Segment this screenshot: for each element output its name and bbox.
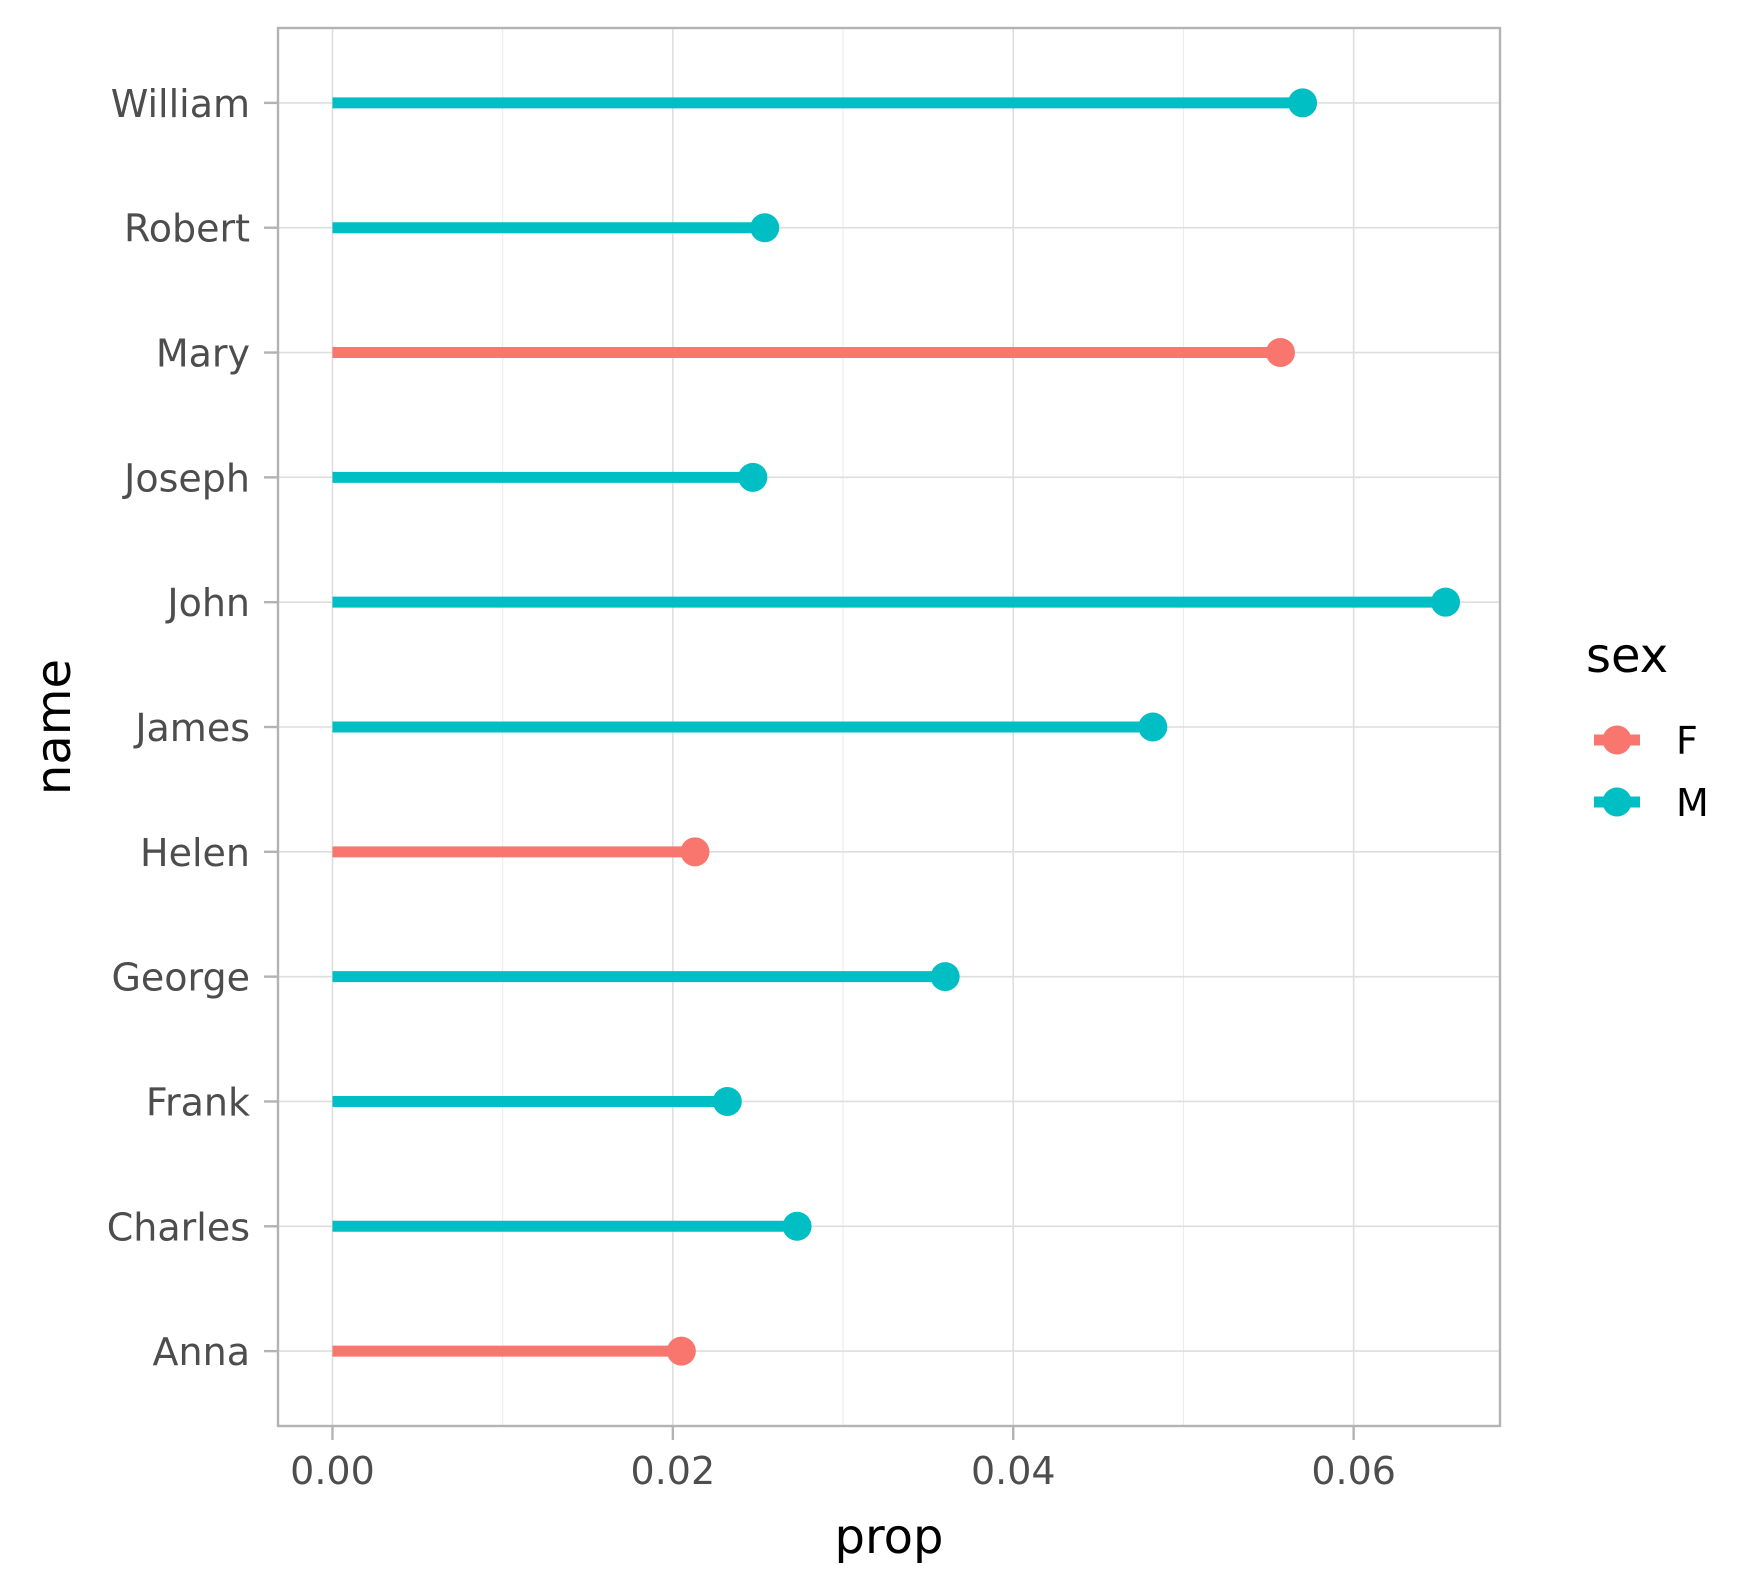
lollipop-point-helen — [680, 837, 710, 867]
lollipop-point-william — [1288, 88, 1318, 118]
y-tick-label: Joseph — [122, 456, 250, 500]
y-tick-label: Mary — [156, 332, 250, 376]
y-tick-label: John — [165, 581, 250, 625]
legend-label-f: F — [1676, 719, 1698, 763]
lollipop-point-john — [1431, 587, 1461, 617]
y-tick-label: William — [111, 82, 250, 126]
x-tick-label: 0.02 — [631, 1449, 716, 1493]
y-tick-label: Charles — [107, 1205, 250, 1249]
axes: William Robert Mary Joseph John James Helen Geo… — [107, 82, 1396, 1493]
x-axis-title: prop — [835, 1509, 944, 1565]
legend-key-point-f — [1602, 725, 1632, 755]
x-tick-label: 0.00 — [290, 1449, 375, 1493]
x-tick-label: 0.04 — [971, 1449, 1056, 1493]
lollipop-point-frank — [712, 1086, 742, 1116]
y-tick-label: Frank — [146, 1080, 250, 1124]
legend-title: sex — [1586, 628, 1668, 684]
legend-key-point-m — [1602, 787, 1632, 817]
lollipop-point-charles — [782, 1211, 812, 1241]
lollipop-point-anna — [666, 1336, 696, 1366]
legend-label-m: M — [1676, 781, 1709, 825]
y-tick-label: Helen — [140, 831, 250, 875]
y-tick-label: Robert — [124, 207, 250, 251]
legend: sex FM — [1586, 628, 1709, 825]
x-tick-label: 0.06 — [1311, 1449, 1396, 1493]
lollipop-point-joseph — [738, 462, 768, 492]
y-axis-title: name — [26, 659, 82, 795]
lollipop-point-robert — [750, 213, 780, 243]
y-tick-label: Anna — [153, 1330, 250, 1374]
y-tick-label: James — [133, 706, 250, 750]
data-marks — [332, 88, 1461, 1366]
lollipop-point-george — [930, 962, 960, 992]
lollipop-point-james — [1138, 712, 1168, 742]
lollipop-point-mary — [1265, 338, 1295, 368]
y-tick-label: George — [111, 956, 250, 1000]
